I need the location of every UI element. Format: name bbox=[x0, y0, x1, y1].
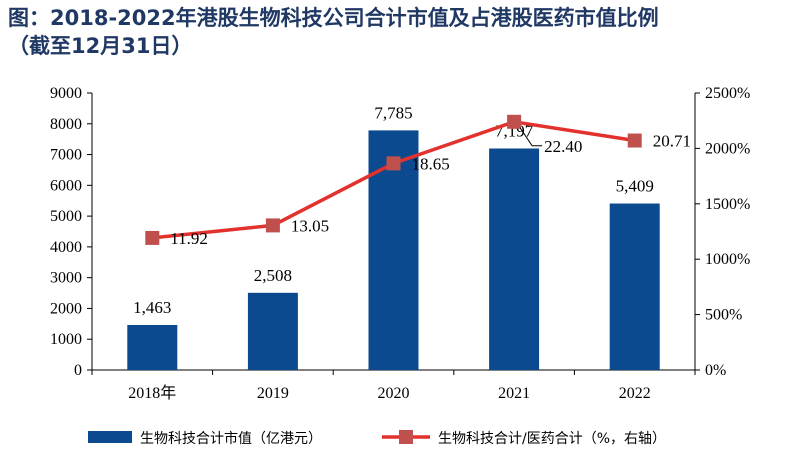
bar-data-label: 5,409 bbox=[616, 177, 654, 196]
left-axis-tick-label: 6000 bbox=[50, 177, 82, 194]
line-data-label: 13.05 bbox=[291, 216, 329, 235]
left-axis-tick-label: 1000 bbox=[50, 331, 82, 348]
left-axis-tick-label: 5000 bbox=[50, 208, 82, 225]
x-axis-tick-label: 2021 bbox=[498, 385, 530, 402]
line-marker bbox=[627, 133, 642, 148]
x-axis-tick-label: 2019 bbox=[257, 385, 289, 402]
line-marker bbox=[265, 218, 280, 233]
x-axis-tick-label: 2018年 bbox=[128, 384, 176, 402]
left-axis-tick-label: 9000 bbox=[50, 85, 82, 102]
legend-line-marker bbox=[399, 430, 413, 444]
left-axis-tick-label: 0 bbox=[74, 362, 82, 379]
line-marker bbox=[145, 230, 160, 245]
right-axis-tick-label: 2500% bbox=[705, 85, 750, 102]
line-marker bbox=[507, 114, 522, 129]
left-axis-tick-label: 8000 bbox=[50, 116, 82, 133]
chart-title: 图：2018-2022年港股生物科技公司合计市值及占港股医药市值比例 （截至12… bbox=[8, 4, 792, 60]
bar-data-label: 7,785 bbox=[374, 103, 412, 122]
left-axis-tick-label: 4000 bbox=[50, 239, 82, 256]
legend-line-label: 生物科技合计/医药合计（%，右轴） bbox=[438, 431, 666, 447]
line-label-leader bbox=[519, 127, 543, 147]
bar bbox=[489, 148, 540, 370]
line-data-label: 11.92 bbox=[170, 229, 208, 248]
chart-title-line1: 图：2018-2022年港股生物科技公司合计市值及占港股医药市值比例 bbox=[8, 6, 659, 30]
legend-bar-label: 生物科技合计市值（亿港元） bbox=[140, 430, 322, 447]
x-axis-tick-label: 2020 bbox=[378, 385, 410, 402]
bar bbox=[247, 292, 298, 370]
bar-data-label: 2,508 bbox=[254, 266, 292, 285]
bar-data-label: 1,463 bbox=[133, 298, 171, 317]
bar bbox=[127, 324, 178, 370]
line-data-label: 18.65 bbox=[412, 154, 450, 173]
right-axis-tick-label: 1000% bbox=[705, 251, 750, 268]
right-axis-tick-label: 2000% bbox=[705, 140, 750, 157]
bar bbox=[609, 203, 660, 370]
left-axis-tick-label: 3000 bbox=[50, 270, 82, 287]
left-axis-tick-label: 7000 bbox=[50, 147, 82, 164]
right-axis-tick-label: 0% bbox=[705, 362, 726, 379]
chart-title-line2: （截至12月31日） bbox=[8, 34, 193, 58]
right-axis-tick-label: 1500% bbox=[705, 196, 750, 213]
right-axis-tick-label: 500% bbox=[705, 307, 742, 324]
left-axis-tick-label: 2000 bbox=[50, 300, 82, 317]
line-data-label: 20.71 bbox=[653, 132, 691, 151]
x-axis-tick-label: 2022 bbox=[619, 385, 651, 402]
line-marker bbox=[386, 156, 401, 171]
line-data-label: 22.40 bbox=[544, 137, 582, 156]
legend-bar-swatch bbox=[88, 431, 132, 443]
